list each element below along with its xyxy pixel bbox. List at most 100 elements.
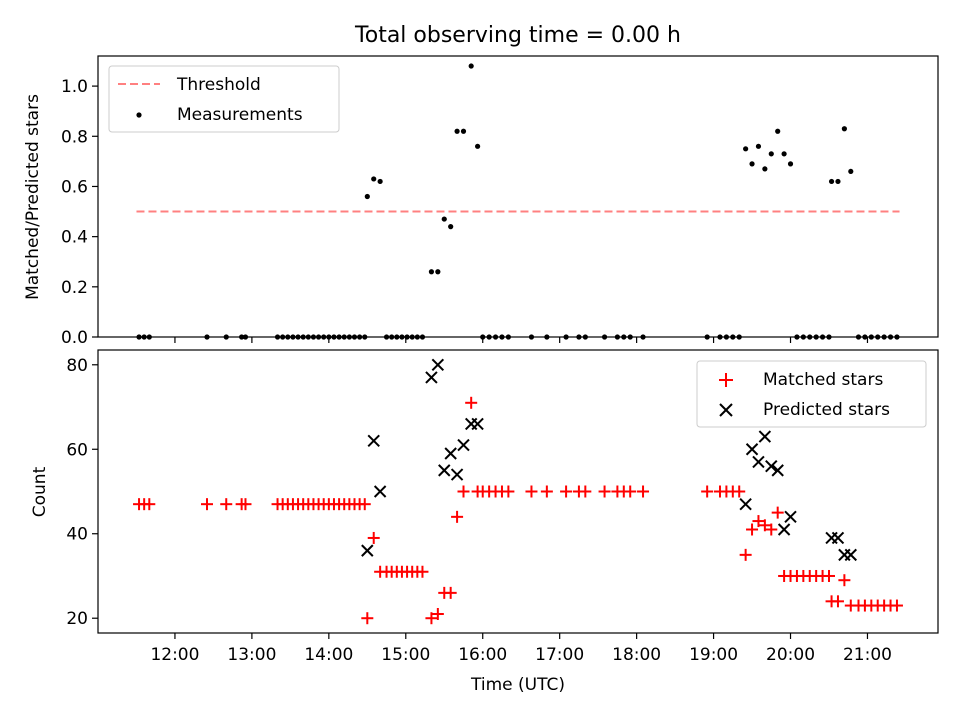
measurement-point [749, 161, 755, 167]
matched-stars-point [358, 498, 371, 511]
predicted-legend-swatch [719, 403, 733, 417]
x-tick-label: 17:00 [535, 645, 584, 665]
top-y-axis-label: Matched/Predicted stars [23, 94, 43, 300]
predicted-stars-point [438, 464, 451, 477]
measurement-point [835, 178, 841, 185]
measurement-point [787, 161, 794, 167]
threshold-legend-label: Threshold [176, 75, 261, 95]
predicted-stars-point [444, 447, 457, 460]
predicted-stars-point [784, 510, 797, 524]
measurement-point [454, 128, 460, 134]
matched-stars-point [758, 519, 771, 532]
measurement-point [428, 269, 435, 275]
x-tick-label: 18:00 [612, 645, 661, 665]
predicted-stars-point [425, 371, 438, 384]
bottom-y-tick-label: 40 [66, 525, 88, 545]
top-y-tick-label: 1.0 [61, 77, 88, 97]
predicted-stars-point [777, 523, 791, 536]
bottom-y-tick-label: 80 [66, 356, 88, 376]
matched-stars-point [143, 498, 156, 511]
matched-stars-point [457, 485, 470, 498]
measurement-point [841, 126, 847, 132]
measurement-point [848, 168, 854, 175]
matched-stars-point [201, 498, 214, 511]
matched-stars-point [239, 498, 252, 511]
top-y-tick-label: 0.0 [61, 328, 88, 348]
matched-stars-point [540, 485, 553, 498]
top-y-tick-label: 0.2 [61, 278, 88, 298]
measurement-point [475, 143, 481, 149]
top-axes-frame [97, 55, 939, 338]
matched-stars-point [624, 485, 637, 498]
matched-stars-point [560, 485, 573, 498]
predicted-stars-point [471, 417, 484, 431]
x-tick-label: 12:00 [150, 645, 199, 665]
x-axis-label: Time (UTC) [470, 675, 565, 695]
x-tick-label: 14:00 [304, 645, 353, 665]
measurement-point [435, 269, 441, 275]
measurement-point [781, 151, 787, 157]
measurement-point [775, 128, 781, 134]
measurements-legend-swatch [136, 112, 142, 118]
matched-stars-point [431, 607, 444, 620]
top-x-ticks [174, 337, 869, 343]
x-tick-label: 16:00 [458, 645, 507, 665]
measurement-point [828, 178, 835, 185]
predicted-stars-point [739, 497, 752, 511]
matched-stars-point [444, 586, 457, 599]
predicted-stars-point [361, 544, 374, 557]
measurement-point [755, 143, 762, 149]
matched-stars-point [733, 485, 746, 498]
predicted-stars-point [752, 455, 765, 469]
x-tick-label: 19:00 [689, 645, 738, 665]
measurement-point [768, 151, 774, 157]
measurement-point [364, 193, 370, 200]
matched-stars-point [701, 485, 714, 498]
predicted-legend-label: Predicted stars [763, 400, 890, 420]
matched-stars-point [220, 498, 233, 511]
matched-stars-point [838, 574, 851, 587]
measurement-point [743, 146, 749, 152]
matched-stars-point [598, 485, 611, 498]
top-panel: 0.0 0.2 0.4 0.6 0.8 1.0 Matched/Predicted sta… [23, 55, 939, 348]
matched-stars-point [831, 595, 844, 608]
predicted-stars-point [450, 468, 464, 481]
top-y-tick-label: 0.6 [61, 177, 88, 197]
bottom-x-ticks: 12:00 13:00 14:00 15:00 16:00 17:00 18:00 19:00… [150, 633, 892, 665]
matched-stars-point [822, 569, 835, 582]
measurement-point [441, 216, 447, 222]
matched-stars-point [465, 396, 478, 409]
predicted-stars-point [457, 438, 470, 452]
matched-stars-point [752, 515, 765, 528]
predicted-stars-point [367, 434, 380, 448]
predicted-stars-point [758, 430, 772, 443]
bottom-y-ticks: 20 40 60 80 [66, 356, 98, 629]
matched-stars-point [425, 612, 438, 625]
matched-legend-swatch [719, 373, 733, 387]
bottom-plot-area [133, 358, 903, 625]
matched-stars-point [416, 565, 429, 578]
matched-stars-point [739, 548, 752, 561]
x-tick-label: 21:00 [843, 645, 892, 665]
matched-stars-point [579, 485, 592, 498]
predicted-stars-point [765, 459, 778, 473]
x-tick-label: 20:00 [766, 645, 815, 665]
matched-stars-point [765, 523, 778, 536]
predicted-stars-point [431, 358, 445, 371]
matched-stars-point [451, 510, 464, 523]
matched-stars-point [771, 506, 784, 519]
bottom-legend-box [696, 360, 927, 428]
predicted-stars-point [373, 485, 387, 498]
measurement-point [762, 166, 768, 172]
top-legend-box [108, 65, 340, 133]
predicted-stars-point [831, 531, 845, 545]
matched-stars-point [367, 531, 380, 544]
measurement-point [460, 128, 467, 134]
bottom-legend: Matched stars Predicted stars [696, 360, 927, 428]
top-plot-area [136, 63, 900, 340]
measurements-legend-label: Measurements [177, 105, 303, 125]
matched-stars-point [502, 485, 515, 498]
x-tick-label: 15:00 [381, 645, 430, 665]
